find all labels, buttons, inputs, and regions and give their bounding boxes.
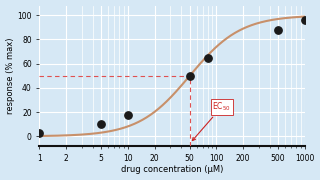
Point — [99, 123, 104, 126]
Point — [276, 28, 281, 31]
Point — [37, 131, 42, 134]
Point — [187, 74, 192, 77]
X-axis label: drug concentration (μM): drug concentration (μM) — [121, 165, 223, 174]
Point — [205, 56, 210, 59]
Text: EC$_{50}$: EC$_{50}$ — [192, 101, 231, 141]
Point — [302, 19, 307, 22]
Point — [125, 113, 131, 116]
Y-axis label: response (% max): response (% max) — [5, 38, 14, 114]
